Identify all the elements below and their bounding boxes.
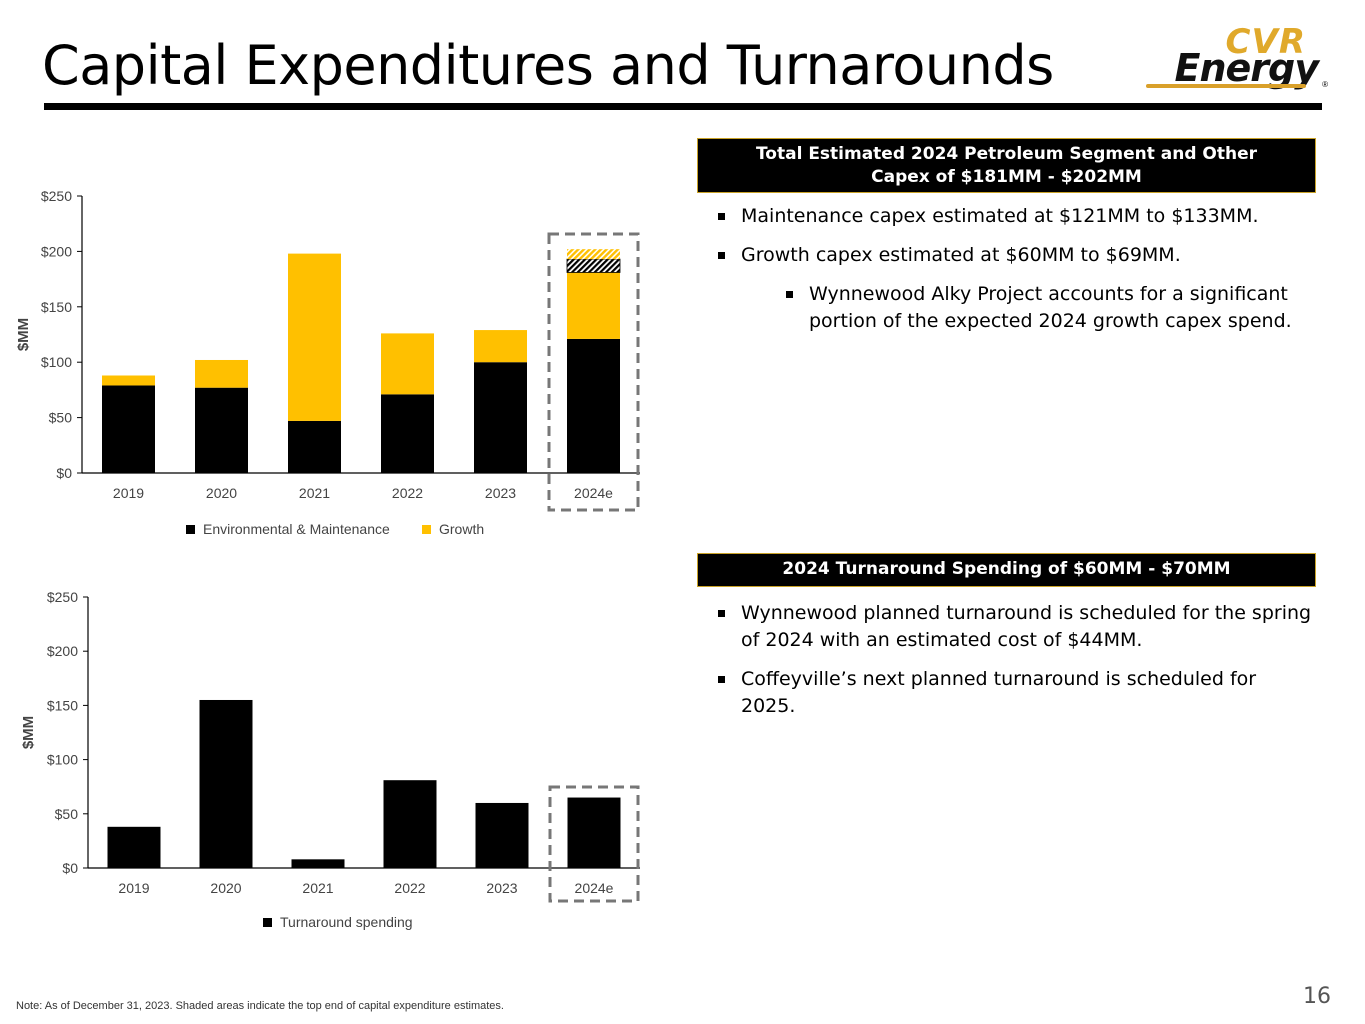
y-tick-label: $250 [41, 188, 72, 204]
cvr-energy-logo: CVR Energy ® [1138, 22, 1328, 94]
x-tick-label: 2021 [299, 485, 330, 501]
x-tick-label: 2024e [575, 880, 614, 896]
y-axis-label: $MM [15, 318, 32, 351]
x-tick-label: 2023 [485, 485, 516, 501]
y-tick-label: $150 [41, 299, 72, 315]
capex-header-line2: Capex of $181MM - $202MM [871, 167, 1142, 187]
capex-bullet: Growth capex estimated at $60MM to $69MM… [716, 242, 1316, 269]
legend-label: Environmental & Maintenance [203, 521, 390, 537]
y-axis-label: $MM [20, 716, 37, 749]
y-tick-label: $0 [56, 465, 72, 481]
bar-primary [475, 802, 529, 868]
x-tick-label: 2022 [392, 485, 423, 501]
x-tick-label: 2019 [118, 880, 149, 896]
bar-growth [288, 253, 341, 421]
bar-primary [291, 859, 345, 868]
turnaround-bullet: Coffeyville’s next planned turnaround is… [716, 666, 1316, 720]
y-tick-label: $100 [47, 752, 78, 768]
page-title: Capital Expenditures and Turnarounds [42, 34, 1054, 97]
bar-primary [474, 362, 527, 473]
x-tick-label: 2021 [302, 880, 333, 896]
title-rule [44, 103, 1322, 110]
x-tick-label: 2020 [206, 485, 237, 501]
turnaround-bullet: Wynnewood planned turnaround is schedule… [716, 600, 1316, 654]
bar-growth [567, 272, 620, 339]
page-number: 16 [1303, 984, 1331, 1009]
turnaround-chart: $0 $50 $100 $150 $200 $250 $MM 2019 2020 2021 2022… [20, 589, 640, 930]
y-tick-label: $50 [55, 806, 79, 822]
bar-growth [381, 333, 434, 395]
x-tick-label: 2019 [113, 485, 144, 501]
highlight-dashed-box [547, 232, 640, 512]
bar-primary [102, 385, 155, 473]
bar-primary [195, 387, 248, 473]
turnaround-header: 2024 Turnaround Spending of $60MM - $70M… [782, 559, 1231, 579]
y-tick-label: $250 [47, 589, 78, 605]
legend-swatch [263, 918, 272, 927]
legend-label: Turnaround spending [280, 914, 413, 930]
bar-growth-top-end-hatch [567, 249, 620, 260]
turnaround-header-box: 2024 Turnaround Spending of $60MM - $70M… [697, 553, 1316, 587]
legend-label: Growth [439, 521, 484, 537]
x-tick-label: 2022 [394, 880, 425, 896]
bar-growth [195, 359, 248, 388]
turnaround-bullet-list: Wynnewood planned turnaround is schedule… [716, 600, 1316, 732]
x-tick-label: 2024e [574, 485, 613, 501]
capex-bullet: Maintenance capex estimated at $121MM to… [716, 203, 1316, 230]
bar-growth [474, 330, 527, 363]
y-tick-label: $150 [47, 697, 78, 713]
capex-chart: $0 $50 $100 $150 $200 $250 $MM 2019 2020 2021 2022… [15, 188, 640, 537]
bar-primary [381, 394, 434, 473]
logo-registered-mark: ® [1322, 80, 1328, 89]
bar-primary [383, 780, 437, 868]
highlight-dashed-box [548, 785, 640, 903]
y-tick-label: $200 [47, 643, 78, 659]
y-tick-label: $100 [41, 354, 72, 370]
legend-swatch [422, 525, 431, 534]
logo-swoosh [1146, 84, 1306, 88]
y-tick-label: $200 [41, 243, 72, 259]
y-tick-label: $0 [62, 860, 78, 876]
logo-energy-text: Energy [1174, 46, 1319, 90]
bar-primary [199, 699, 253, 868]
capex-sub-bullet: Wynnewood Alky Project accounts for a si… [784, 281, 1316, 335]
capex-bullet-list: Maintenance capex estimated at $121MM to… [716, 203, 1316, 347]
y-tick-label: $50 [49, 410, 73, 426]
bar-primary [567, 797, 621, 868]
x-tick-label: 2023 [486, 880, 517, 896]
logo-cvr-text: CVR [1225, 22, 1306, 62]
bar-primary [107, 826, 161, 868]
bar-primary [567, 338, 620, 473]
footnote: Note: As of December 31, 2023. Shaded ar… [16, 1000, 504, 1012]
bar-growth [102, 375, 155, 386]
legend-swatch [186, 525, 195, 534]
bar-primary [288, 420, 341, 473]
capex-header-box: Total Estimated 2024 Petroleum Segment a… [697, 138, 1316, 193]
x-tick-label: 2020 [210, 880, 241, 896]
capex-header-line1: Total Estimated 2024 Petroleum Segment a… [755, 144, 1258, 164]
